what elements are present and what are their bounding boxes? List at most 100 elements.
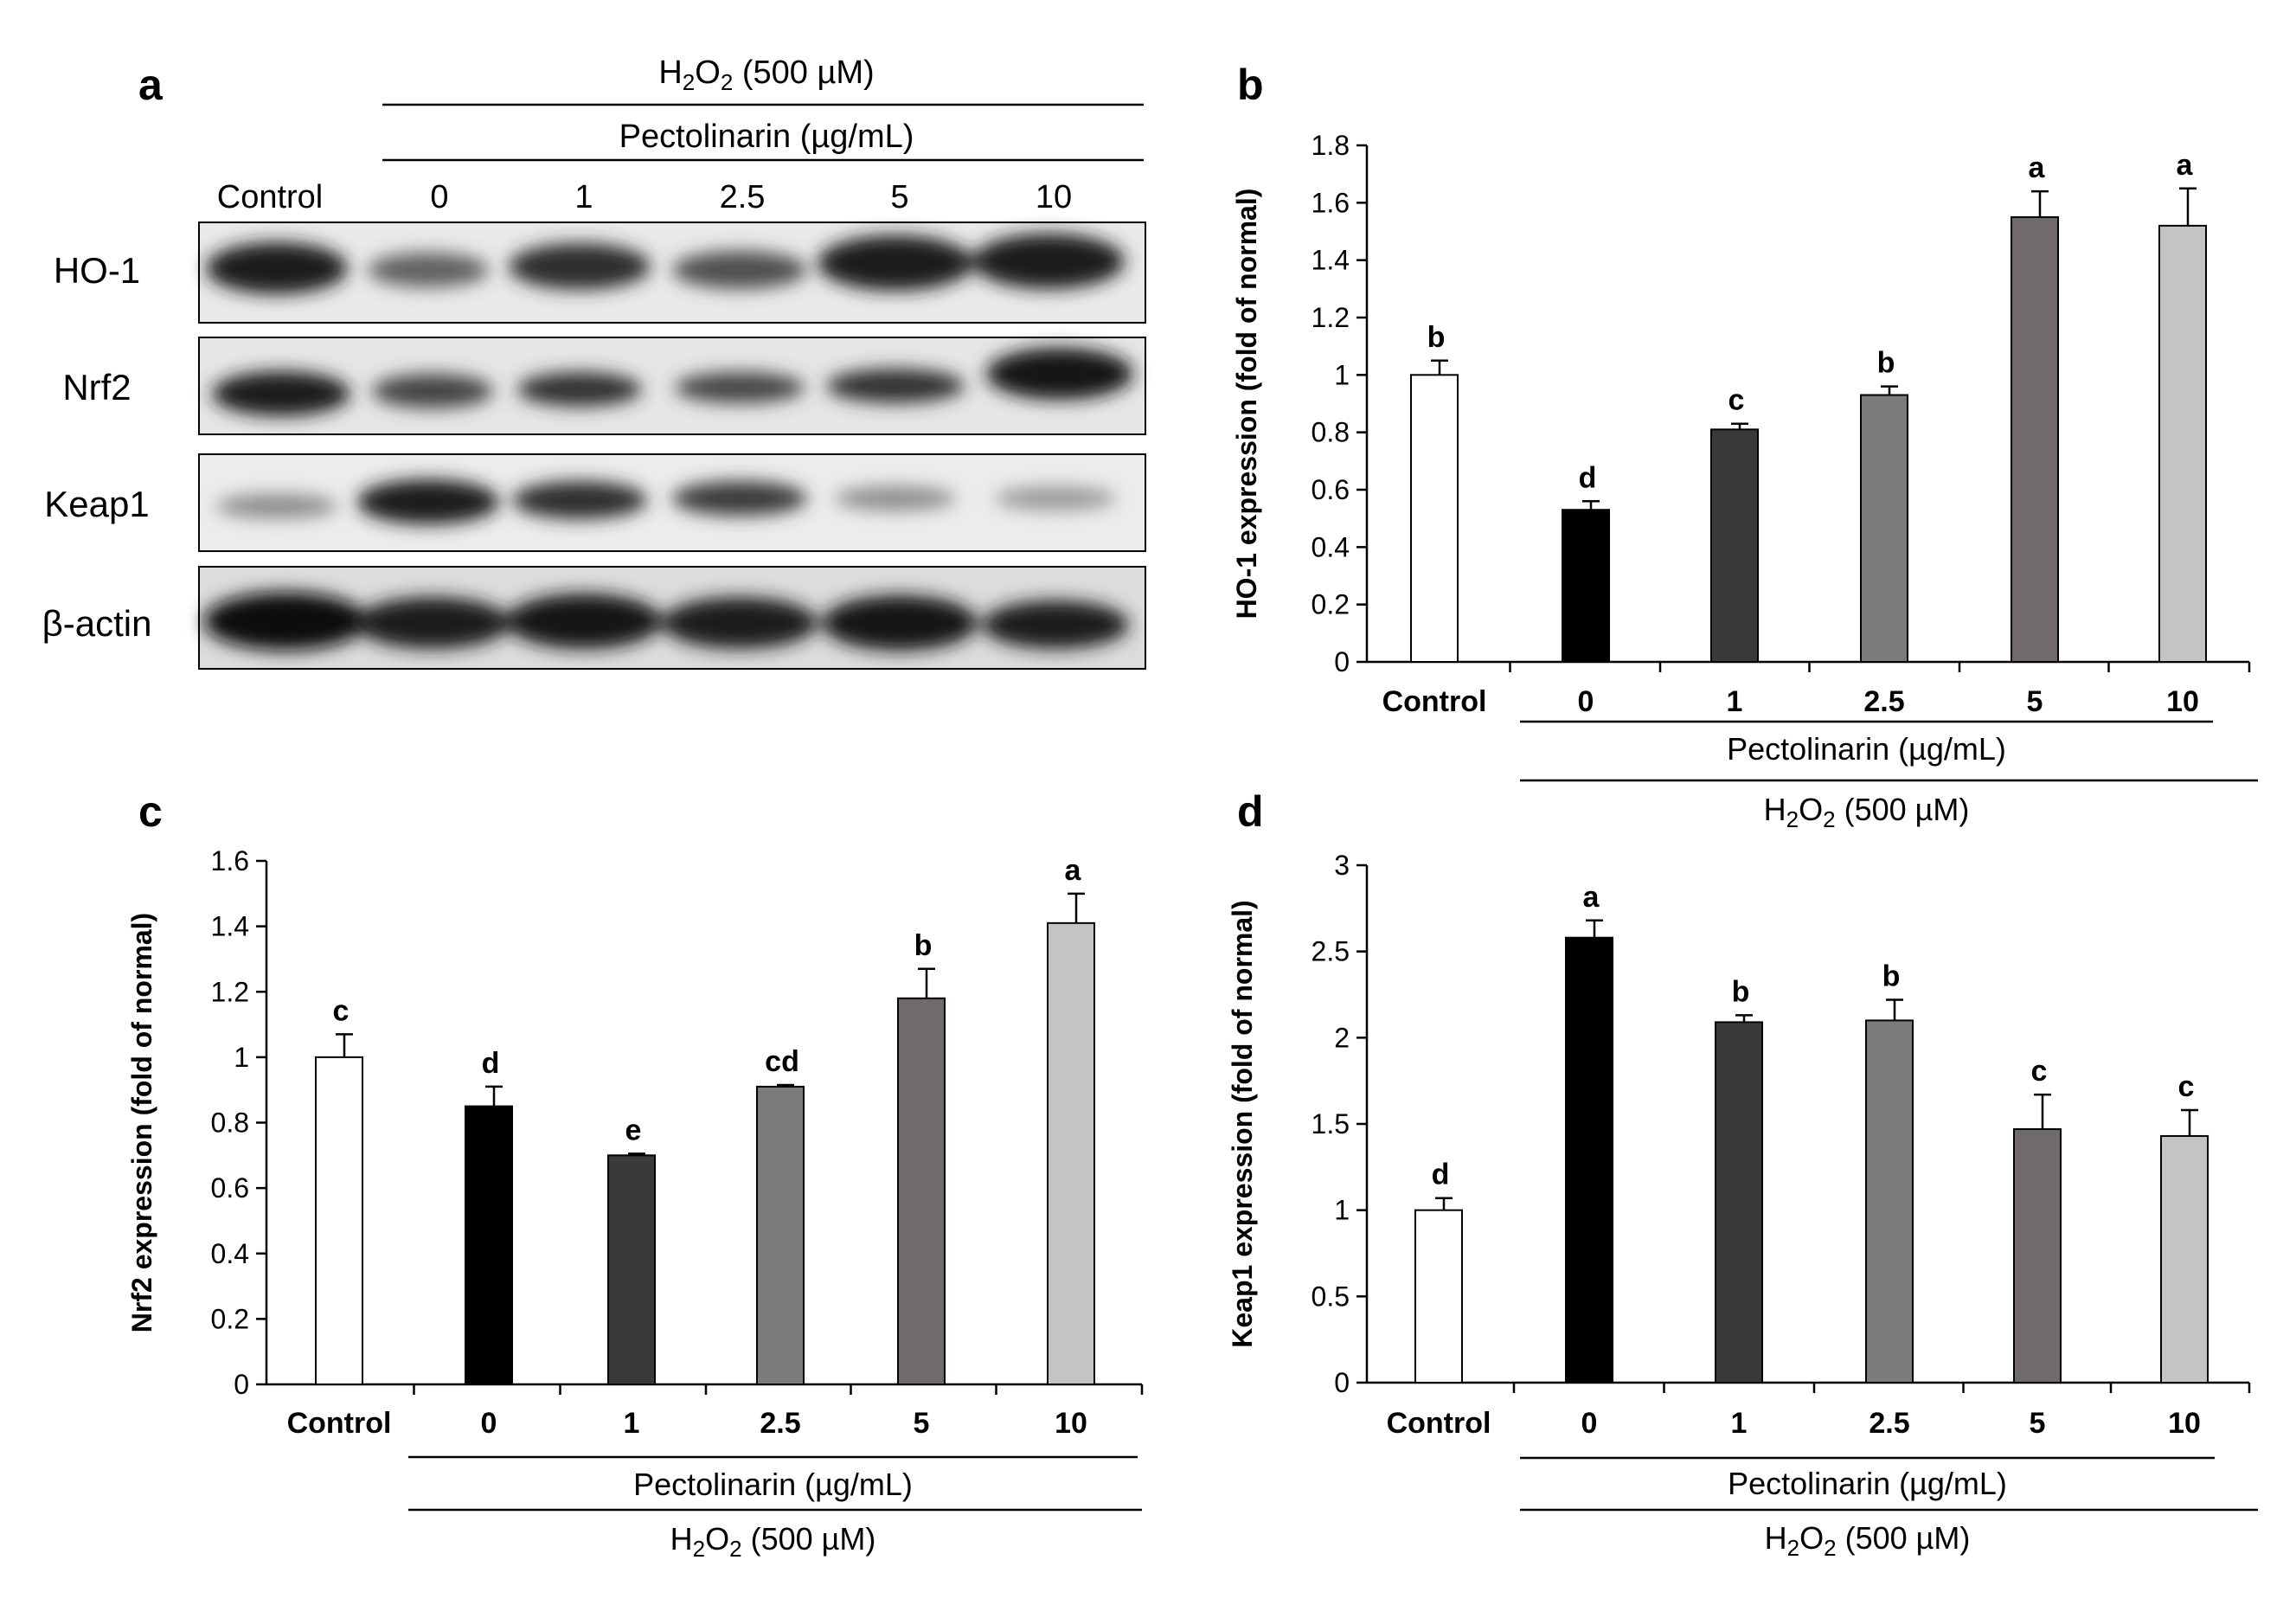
x-category-label: 1 — [1731, 1407, 1748, 1440]
bar-5 — [2013, 1127, 2062, 1384]
x-category-label: 0 — [481, 1407, 497, 1440]
significance-letter: b — [1882, 960, 1901, 992]
bar-10 — [2158, 224, 2207, 663]
x-category-label: 1 — [624, 1407, 640, 1440]
x-category-label: Control — [1387, 1407, 1491, 1440]
y-tick-label: 1.5 — [1312, 1108, 1350, 1140]
significance-letter: c — [1728, 384, 1745, 417]
y-tick-label: 1 — [1334, 359, 1350, 390]
blot-row-label: HO-1 — [54, 250, 140, 291]
y-axis-label: Nrf2 expression (fold of normal) — [126, 913, 157, 1332]
significance-letter: e — [625, 1114, 642, 1146]
bar-1 — [1710, 428, 1759, 663]
y-tick-label: 1 — [1334, 1195, 1350, 1226]
x-category-label: 5 — [2030, 1407, 2046, 1440]
blot-lane-label: 1 — [574, 179, 593, 215]
bar-2.5 — [756, 1085, 805, 1385]
bar-10 — [1047, 921, 1095, 1385]
y-axis-label: Keap1 expression (fold of normal) — [1227, 900, 1258, 1347]
bar-0 — [1565, 936, 1613, 1384]
blot-row-label: Keap1 — [44, 484, 149, 524]
panel-letter-d: d — [1237, 787, 1264, 836]
y-tick-label: 0.6 — [211, 1172, 249, 1204]
panel-letter-b: b — [1237, 61, 1264, 109]
x-category-label: 5 — [914, 1407, 930, 1440]
y-tick-label: 0.8 — [1312, 417, 1350, 448]
significance-letter: b — [1427, 321, 1446, 354]
y-tick-label: 1.2 — [1312, 302, 1350, 333]
blot-row-label: Nrf2 — [62, 367, 131, 408]
y-tick-label: 1.4 — [211, 911, 249, 942]
h2o2-group-label: H2O2 (500 µM) — [1764, 792, 1970, 832]
blot-row-label: β-actin — [42, 603, 152, 644]
significance-letter: c — [333, 994, 350, 1027]
significance-letter: d — [482, 1047, 500, 1080]
y-tick-label: 0.8 — [211, 1107, 249, 1139]
x-category-label: 0 — [1578, 685, 1594, 718]
y-tick-label: 2.5 — [1312, 936, 1350, 967]
bar-10 — [2160, 1134, 2209, 1384]
panel-letter-c: c — [138, 787, 163, 836]
x-category-label: 10 — [1055, 1407, 1087, 1440]
panel-d-chart: d 0 0.5 1 1.5 2 2.5 3 Keap1 expression (fold of … — [1227, 787, 2258, 1561]
x-category-label: 2.5 — [1863, 685, 1904, 718]
significance-letter: a — [1583, 881, 1600, 914]
bar-2.5 — [1860, 394, 1908, 663]
x-category-label: 5 — [2027, 685, 2043, 718]
significance-letter: b — [1877, 347, 1895, 380]
y-tick-label: 0.2 — [1312, 589, 1350, 620]
significance-letter: c — [2031, 1055, 2048, 1088]
bar-0 — [465, 1105, 513, 1385]
bar-5 — [897, 997, 946, 1385]
pectolinarin-group-label: Pectolinarin (µg/mL) — [1727, 731, 2006, 767]
y-tick-label: 1.6 — [1312, 187, 1350, 218]
blot-lane-label: 2.5 — [720, 179, 766, 215]
y-tick-label: 0.4 — [211, 1238, 249, 1269]
x-category-label: Control — [1382, 685, 1487, 718]
x-category-label: 0 — [1581, 1407, 1598, 1440]
y-tick-label: 0.5 — [1312, 1281, 1350, 1312]
y-tick-label: 0.4 — [1312, 531, 1350, 562]
y-tick-label: 1.2 — [211, 976, 249, 1007]
y-tick-label: 0.2 — [211, 1303, 249, 1334]
blot-pectolinarin-label: Pectolinarin (µg/mL) — [619, 119, 914, 155]
significance-letter: b — [1732, 975, 1750, 1008]
x-category-label: 2.5 — [1869, 1407, 1909, 1440]
x-category-label: 1 — [1727, 685, 1743, 718]
blot-row-labels: HO-1 Nrf2 Keap1 β-actin — [42, 250, 152, 644]
bar-0 — [1562, 509, 1610, 664]
significance-letter: d — [1579, 461, 1597, 494]
x-category-label: 2.5 — [760, 1407, 800, 1440]
h2o2-group-label: H2O2 (500 µM) — [670, 1521, 876, 1562]
significance-letter: cd — [765, 1045, 799, 1078]
y-tick-label: 3 — [1334, 850, 1350, 881]
y-tick-label: 0 — [234, 1369, 249, 1400]
h2o2-group-label: H2O2 (500 µM) — [1765, 1520, 1971, 1561]
significance-letter: d — [1432, 1159, 1450, 1191]
panel-c-chart: c 0 0.2 0.4 0.6 0.8 1 1.2 1.4 1.6 Nrf2 expression … — [126, 787, 1144, 1562]
significance-letter: c — [2178, 1070, 2195, 1103]
bar-Control — [315, 1056, 363, 1385]
y-axis-label: HO-1 expression (fold of normal) — [1231, 189, 1262, 620]
blot-strip-nrf2 — [198, 337, 1146, 435]
y-tick-label: 0.6 — [1312, 474, 1350, 505]
blot-lane-label: 10 — [1036, 179, 1072, 215]
blot-lane-labels: Control 0 1 2.5 5 10 — [217, 179, 1072, 215]
blot-strip-ho1 — [198, 221, 1146, 324]
pectolinarin-group-label: Pectolinarin (µg/mL) — [1728, 1466, 2007, 1501]
blot-strip-keap1 — [198, 453, 1146, 552]
y-tick-label: 0 — [1334, 1367, 1350, 1398]
panel-a: a H2O2 (500 µM) Pectolinarin (µg/mL) Con… — [42, 55, 1146, 670]
significance-letter: b — [914, 929, 933, 962]
y-tick-label: 1.6 — [211, 845, 249, 876]
y-tick-label: 1 — [234, 1042, 249, 1073]
significance-letter: a — [2029, 151, 2046, 184]
blot-lane-label: Control — [217, 179, 324, 215]
y-tick-label: 1.8 — [1312, 130, 1350, 161]
blot-lane-label: 0 — [430, 179, 448, 215]
bar-5 — [2011, 215, 2059, 663]
panel-letter-a: a — [138, 61, 164, 109]
x-category-label: 10 — [2166, 685, 2199, 718]
y-tick-label: 2 — [1334, 1022, 1350, 1053]
